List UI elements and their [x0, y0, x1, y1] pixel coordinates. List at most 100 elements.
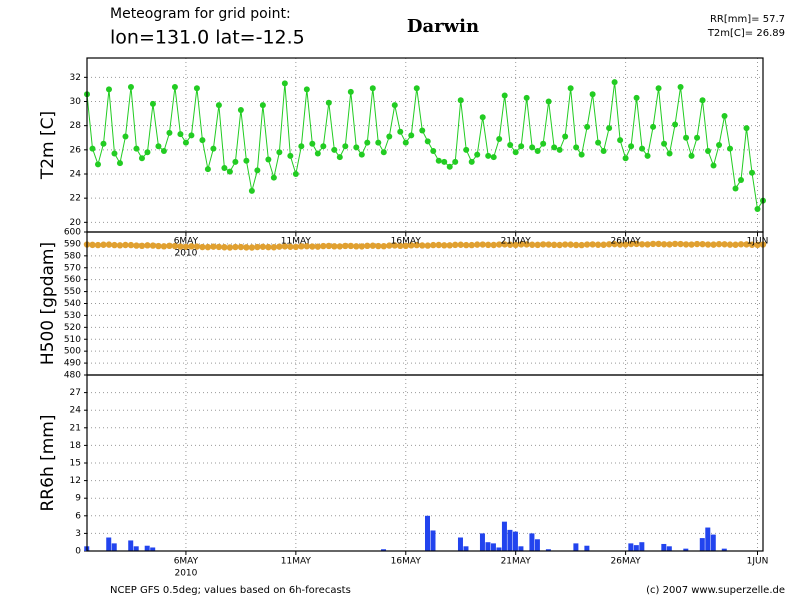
bar	[584, 545, 590, 551]
y-tick-label: 580	[64, 251, 81, 261]
point	[292, 243, 300, 251]
point	[518, 143, 525, 150]
point	[452, 158, 459, 165]
point	[584, 123, 591, 130]
point	[386, 133, 393, 140]
point	[545, 241, 552, 248]
point	[298, 143, 305, 150]
y-tick-label: 20	[70, 218, 82, 228]
point	[160, 243, 168, 250]
point	[556, 146, 563, 153]
point	[479, 241, 486, 248]
y-tick-label: 500	[64, 347, 81, 357]
point	[693, 240, 701, 248]
point	[550, 241, 558, 249]
point	[463, 241, 470, 249]
point	[523, 94, 530, 101]
bar	[683, 548, 689, 551]
point	[199, 243, 206, 251]
panel-frame	[86, 374, 764, 552]
point	[457, 97, 464, 104]
bar	[463, 546, 469, 551]
point	[353, 243, 360, 250]
y-tick-label: 540	[64, 299, 81, 309]
bar	[512, 531, 518, 551]
point	[710, 162, 717, 169]
bar	[705, 527, 711, 551]
point	[523, 241, 530, 248]
point	[749, 169, 756, 176]
bar	[479, 533, 485, 551]
point	[463, 146, 470, 153]
bar	[699, 538, 705, 551]
point	[435, 241, 442, 249]
point	[94, 161, 101, 168]
y-tick-label: 27	[70, 388, 81, 398]
y-axis-label: RR6h [mm]	[38, 414, 58, 511]
point	[738, 177, 745, 184]
point	[727, 145, 734, 152]
y-tick-label: 6	[75, 511, 81, 521]
point	[616, 241, 624, 248]
point	[133, 242, 140, 249]
point	[314, 243, 322, 250]
point	[353, 144, 360, 151]
rr-total: RR[mm]= 57.7	[710, 14, 785, 25]
point	[287, 243, 294, 250]
point	[694, 134, 701, 141]
point	[594, 241, 602, 248]
y-tick-label: 590	[64, 239, 81, 249]
y-tick-label: 520	[64, 323, 81, 333]
point	[188, 132, 195, 139]
point	[501, 92, 508, 99]
point	[138, 242, 146, 250]
point	[710, 241, 717, 248]
point	[446, 242, 453, 249]
point	[512, 241, 519, 249]
point	[578, 241, 585, 249]
line	[86, 82, 764, 211]
point	[320, 143, 327, 150]
point	[595, 139, 602, 146]
point	[737, 241, 745, 248]
bar	[666, 546, 672, 551]
point	[325, 242, 333, 250]
point	[144, 242, 151, 249]
point	[655, 240, 662, 248]
bar	[721, 548, 727, 551]
y-tick-label: 18	[70, 441, 82, 451]
point	[309, 140, 316, 147]
point	[127, 241, 135, 249]
point	[408, 132, 415, 139]
point	[721, 241, 728, 248]
y-tick-label: 12	[70, 476, 81, 486]
point	[430, 241, 437, 249]
point	[232, 158, 239, 165]
point	[424, 242, 431, 249]
point	[639, 145, 646, 152]
bar	[534, 539, 540, 551]
point	[116, 160, 123, 167]
point	[325, 99, 332, 106]
point	[232, 243, 239, 251]
point	[644, 241, 651, 248]
point	[672, 121, 679, 128]
y-tick-label: 600	[64, 228, 81, 238]
point	[600, 241, 607, 248]
point	[561, 241, 569, 248]
point	[358, 151, 365, 158]
point	[303, 242, 311, 250]
point	[556, 241, 563, 249]
point	[743, 241, 750, 248]
point	[204, 166, 211, 173]
footer-source: NCEP GFS 0.5deg; values based on 6h-fore…	[110, 585, 351, 596]
point	[732, 185, 739, 192]
point	[490, 154, 497, 161]
bar	[144, 545, 150, 551]
bar	[128, 540, 134, 551]
point	[688, 241, 695, 248]
point	[171, 242, 179, 250]
point	[380, 242, 387, 250]
point	[485, 152, 492, 159]
